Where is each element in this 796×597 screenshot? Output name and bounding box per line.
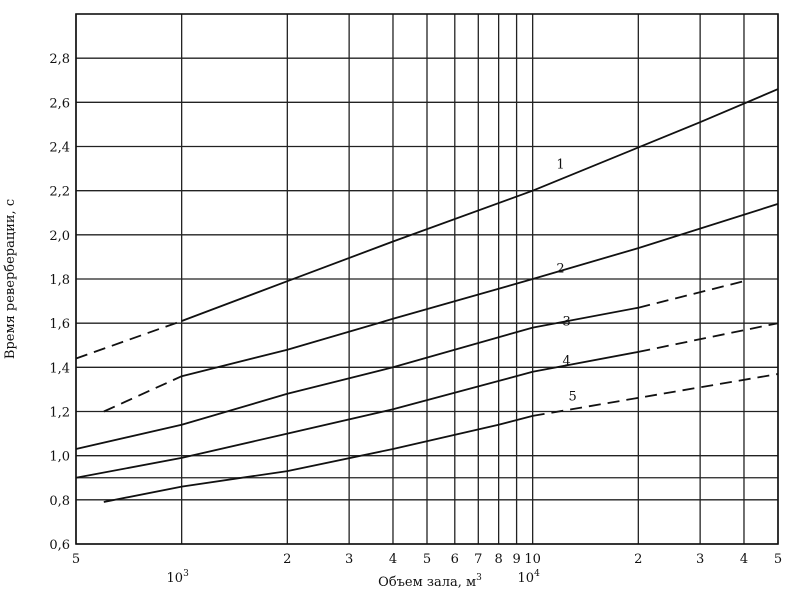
plot-frame <box>75 13 779 545</box>
x-tick-label: 10 <box>524 552 541 567</box>
x-tick-label: 3 <box>696 552 704 567</box>
y-axis-title: Время реверберации, с <box>3 199 18 359</box>
y-tick-label: 2,6 <box>49 96 70 111</box>
x-axis-title-text: Объем зала, м <box>378 575 476 590</box>
decade-base: 10 <box>167 571 184 586</box>
decade-labels: 103 104 <box>167 569 541 586</box>
decade-label: 103 <box>167 569 190 586</box>
x-axis-title-exponent: 3 <box>476 573 482 583</box>
x-tick-labels: 5 2 3 4 5 6 7 8 9 10 2 3 4 5 <box>72 552 782 567</box>
curve-3-dashed <box>638 280 745 309</box>
curve-1-solid <box>181 88 779 322</box>
x-tick-label: 4 <box>389 552 397 567</box>
x-tick-label: 4 <box>740 552 748 567</box>
curve-labels: 1 2 3 4 5 <box>556 158 576 405</box>
curve-label: 3 <box>563 314 571 329</box>
x-tick-label: 5 <box>423 552 431 567</box>
curve-3-solid <box>75 306 639 450</box>
x-tick-label: 9 <box>512 552 520 567</box>
y-tick-label: 0,8 <box>49 494 70 509</box>
curve-5-solid <box>103 415 533 503</box>
y-tick-label: 1,6 <box>49 317 70 332</box>
decade-base: 10 <box>518 571 535 586</box>
x-tick-label: 2 <box>634 552 642 567</box>
x-tick-label: 5 <box>72 552 80 567</box>
y-tick-label: 2,8 <box>49 52 70 67</box>
decade-exponent: 3 <box>183 569 189 579</box>
x-axis-title: Объем зала, м3 <box>378 573 482 590</box>
curves <box>75 88 779 503</box>
curve-label: 5 <box>569 389 577 404</box>
x-tick-label: 2 <box>283 552 291 567</box>
curve-1-dashed <box>75 320 183 360</box>
curve-4-solid <box>75 351 639 479</box>
y-tick-label: 1,4 <box>49 361 70 376</box>
curve-5-dashed <box>532 373 779 417</box>
y-tick-label: 1,0 <box>49 450 70 465</box>
y-tick-label: 2,4 <box>49 141 70 156</box>
curve-label: 1 <box>556 158 564 173</box>
y-tick-label: 0,6 <box>49 538 70 553</box>
x-tick-label: 6 <box>451 552 459 567</box>
curve-2-solid <box>181 203 779 378</box>
y-tick-label: 2,2 <box>49 185 70 200</box>
x-tick-label: 7 <box>474 552 482 567</box>
y-tick-labels: 0,6 0,8 1,0 1,2 1,4 1,6 1,8 2,0 2,2 2,4 2,6 2,8 <box>49 52 70 553</box>
decade-exponent: 4 <box>534 569 540 579</box>
y-tick-label: 1,8 <box>49 273 70 288</box>
decade-label: 104 <box>518 569 541 586</box>
grid <box>75 14 779 545</box>
x-tick-label: 5 <box>774 552 782 567</box>
curve-2-dashed <box>103 375 183 413</box>
x-tick-label: 8 <box>495 552 503 567</box>
curve-label: 4 <box>563 354 571 369</box>
y-tick-label: 2,0 <box>49 229 70 244</box>
curve-4-dashed <box>638 322 779 353</box>
y-tick-label: 1,2 <box>49 406 70 421</box>
curve-label: 2 <box>556 261 564 276</box>
x-tick-label: 3 <box>345 552 353 567</box>
